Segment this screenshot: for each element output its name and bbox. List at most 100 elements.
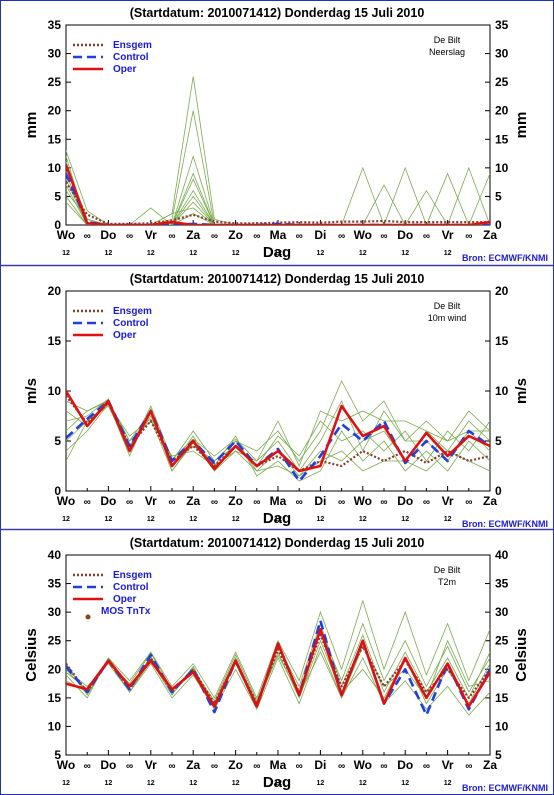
x-tick-label: Wo (57, 758, 75, 772)
y-tick-label-left: 15 (48, 334, 62, 348)
x-hour-label: 12 (232, 516, 240, 523)
x-half-tick-symbol: ∞ (423, 761, 430, 772)
x-half-tick-symbol: ∞ (338, 497, 345, 508)
x-half-tick-symbol: ∞ (126, 497, 133, 508)
x-tick-label: Wo (354, 758, 372, 772)
x-half-tick-symbol: ∞ (253, 761, 260, 772)
y-tick-label-right: 30 (495, 47, 509, 61)
y-tick-label-right: 15 (495, 691, 509, 705)
source-label: Bron: ECMWF/KNMI (462, 519, 548, 529)
x-hour-label: 12 (274, 250, 282, 257)
x-tick-label: Vr (442, 494, 454, 508)
x-half-tick-symbol: ∞ (211, 231, 218, 242)
x-half-tick-symbol: ∞ (84, 761, 91, 772)
x-hour-label: 12 (401, 250, 409, 257)
y-tick-label-left: 40 (48, 548, 62, 562)
x-tick-label: Zo (228, 494, 243, 508)
y-axis-label-left: m/s (23, 378, 40, 404)
x-half-tick-symbol: ∞ (423, 231, 430, 242)
x-half-tick-symbol: ∞ (126, 231, 133, 242)
x-hour-label: 12 (232, 250, 240, 257)
variable-label: 10m wind (428, 313, 467, 323)
ensemble-member-line (66, 403, 490, 477)
station-label: De Bilt (434, 35, 461, 45)
y-tick-label-right: 40 (495, 548, 509, 562)
x-hour-label: 12 (317, 250, 325, 257)
x-half-tick-symbol: ∞ (126, 761, 133, 772)
series-group (66, 76, 490, 225)
y-tick-label-right: 5 (495, 434, 502, 448)
y-tick-label-left: 35 (48, 18, 62, 32)
panel-2: (Startdatum: 2010071412) Donderdag 15 Ju… (23, 536, 548, 793)
ensemble-member-line (66, 161, 490, 225)
y-tick-label-left: 15 (48, 132, 62, 146)
x-tick-label: Wo (57, 228, 75, 242)
x-tick-label: Ma (270, 494, 287, 508)
legend-label-mos: MOS TnTx (101, 606, 151, 617)
x-hour-label: 12 (105, 780, 113, 787)
x-half-tick-symbol: ∞ (465, 497, 472, 508)
x-hour-label: 12 (317, 516, 325, 523)
y-tick-label-left: 0 (54, 218, 61, 232)
x-tick-label: Ma (270, 228, 287, 242)
y-axis-label-right: mm (513, 112, 530, 139)
legend-label-oper: Oper (113, 64, 136, 75)
x-hour-label: 12 (444, 516, 452, 523)
x-hour-label: 12 (147, 780, 155, 787)
x-half-tick-symbol: ∞ (253, 497, 260, 508)
y-tick-label-left: 5 (54, 434, 61, 448)
x-tick-label: Do (100, 494, 116, 508)
x-tick-label: Do (100, 758, 116, 772)
x-tick-label: Za (483, 494, 497, 508)
x-hour-label: 12 (189, 516, 197, 523)
x-tick-label: Za (483, 758, 497, 772)
x-tick-label: Do (397, 758, 413, 772)
ensemble-member-line (66, 599, 490, 699)
x-tick-label: Za (186, 494, 200, 508)
legend-swatch-mos (85, 614, 91, 620)
x-hour-label: 12 (317, 780, 325, 787)
x-hour-label: 12 (274, 516, 282, 523)
legend-label-control: Control (113, 52, 149, 63)
y-tick-label-left: 10 (48, 161, 62, 175)
x-half-tick-symbol: ∞ (465, 231, 472, 242)
y-axis-label-left: Celsius (23, 628, 40, 681)
y-tick-label-right: 20 (495, 662, 509, 676)
x-tick-label: Vr (145, 494, 157, 508)
plot-frame (65, 24, 491, 226)
x-axis-label: Dag (263, 510, 291, 527)
x-tick-label: Vr (145, 228, 157, 242)
y-axis-label-right: Celsius (513, 628, 530, 681)
x-axis-label: Dag (263, 774, 291, 791)
x-half-tick-symbol: ∞ (211, 761, 218, 772)
x-hour-label: 12 (189, 780, 197, 787)
y-tick-label-left: 0 (54, 484, 61, 498)
y-tick-label-left: 10 (48, 719, 62, 733)
panel-title: (Startdatum: 2010071412) Donderdag 15 Ju… (130, 536, 425, 550)
x-tick-label: Ma (270, 758, 287, 772)
y-tick-label-right: 10 (495, 384, 509, 398)
y-tick-label-left: 35 (48, 577, 62, 591)
y-tick-label-right: 15 (495, 334, 509, 348)
x-half-tick-symbol: ∞ (465, 761, 472, 772)
y-tick-label-left: 20 (48, 104, 62, 118)
ensemble-member-line (66, 178, 490, 225)
x-half-tick-symbol: ∞ (380, 497, 387, 508)
legend-label-oper: Oper (113, 330, 136, 341)
x-half-tick-symbol: ∞ (168, 231, 175, 242)
y-tick-label-left: 30 (48, 605, 62, 619)
x-hour-label: 12 (105, 516, 113, 523)
y-tick-label-right: 35 (495, 577, 509, 591)
y-tick-label-right: 5 (495, 748, 502, 762)
legend-label-ensmean: Ensgem (113, 40, 152, 51)
y-tick-label-left: 20 (48, 662, 62, 676)
x-tick-label: Di (314, 228, 326, 242)
y-axis-label-right: m/s (513, 378, 530, 404)
y-tick-label-right: 10 (495, 161, 509, 175)
x-tick-label: Do (397, 228, 413, 242)
y-tick-label-left: 25 (48, 634, 62, 648)
panel-title: (Startdatum: 2010071412) Donderdag 15 Ju… (130, 6, 425, 20)
y-tick-label-left: 20 (48, 284, 62, 298)
x-tick-label: Za (186, 758, 200, 772)
